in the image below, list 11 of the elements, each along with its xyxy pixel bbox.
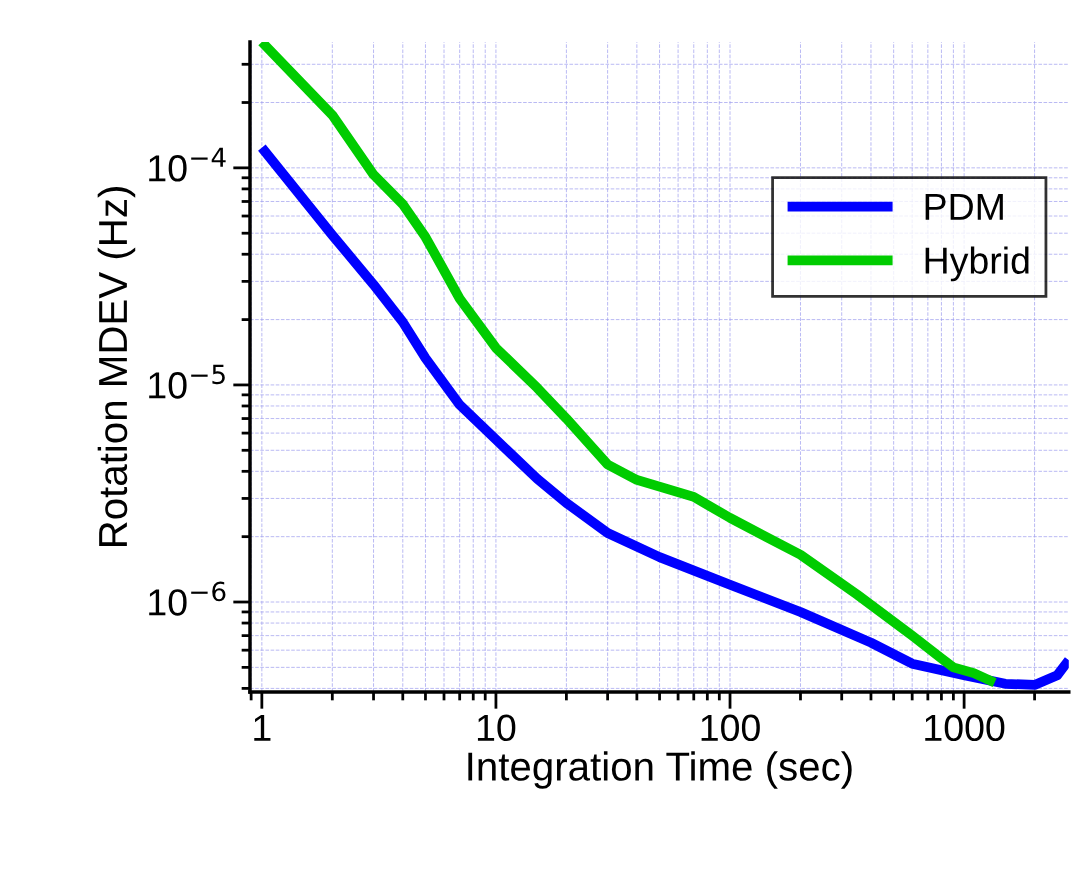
x-tick-label: 1 [254, 714, 271, 741]
x-axis-title: Integration Time (sec) [468, 751, 852, 789]
legend-label: Hybrid [925, 246, 1029, 282]
y-tick-label: 10$^{−4}$ [149, 147, 226, 182]
y-axis-title: Rotation MDEV (Hz) [97, 187, 136, 547]
y-tick-label: 10$^{−6}$ [149, 581, 226, 616]
x-tick-label: 1000 [925, 714, 1005, 742]
x-tick-label: 10 [477, 714, 516, 742]
x-tick-label: 100 [701, 714, 760, 742]
legend-label: PDM [925, 194, 1003, 220]
y-tick-label: 10$^{−5}$ [149, 364, 225, 399]
